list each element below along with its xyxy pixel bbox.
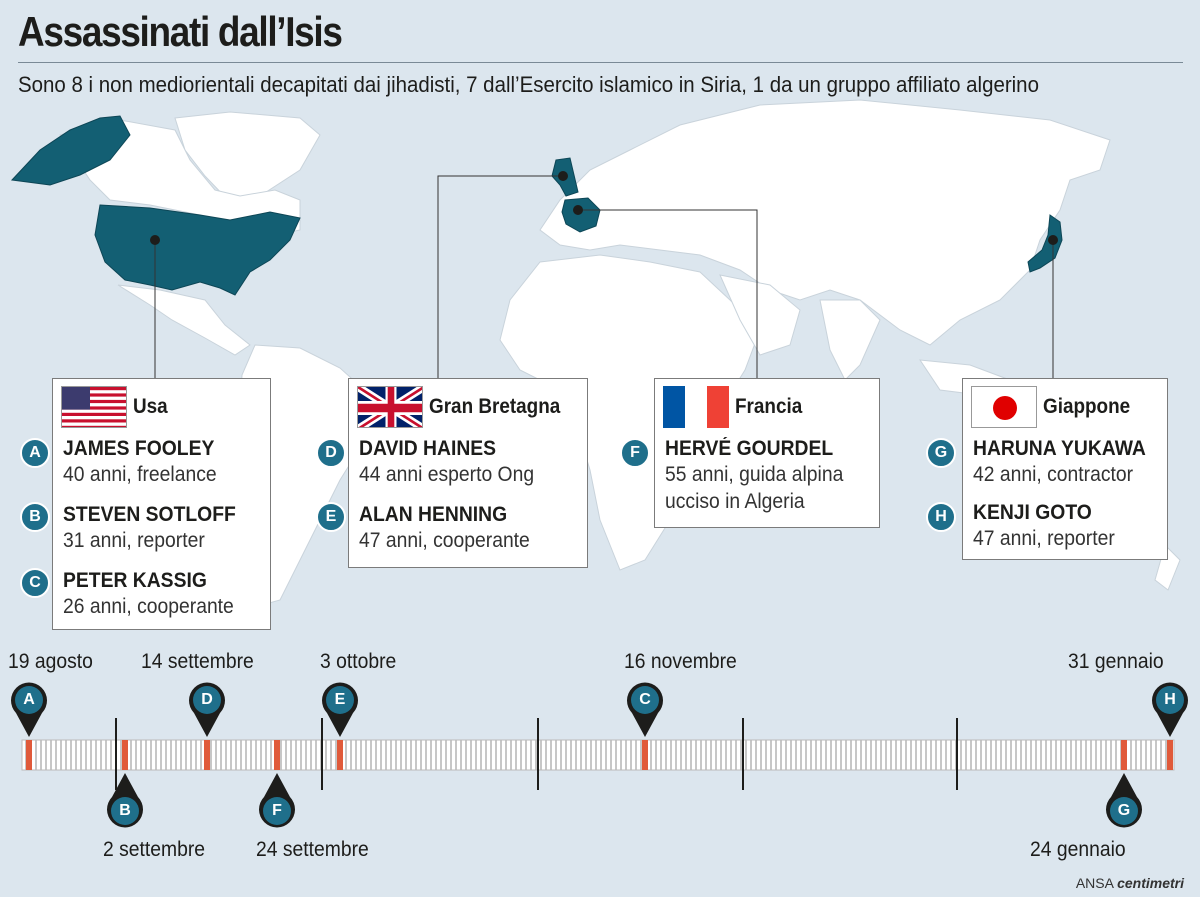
victim-desc: 31 anni, reporter [63, 529, 205, 552]
victim-desc: 55 anni, guida alpina [665, 463, 844, 486]
badge-g: G [926, 438, 956, 468]
pin-label-g: G [1117, 802, 1131, 819]
japan-dot [1048, 235, 1058, 245]
country-name: Francia [735, 395, 803, 418]
event-marker-a [26, 740, 32, 770]
badge-h: H [926, 502, 956, 532]
japan-flag-icon [971, 386, 1037, 428]
pin-label-c: C [639, 691, 651, 708]
uk-dot [558, 171, 568, 181]
pin-label-h: H [1164, 691, 1176, 708]
date-label-c: 16 novembre [624, 650, 737, 673]
alaska-shape [10, 115, 131, 186]
victim-desc: 40 anni, freelance [63, 463, 217, 486]
usa-card: Usa JAMES FOOLEY 40 anni, freelance STEVE… [52, 378, 271, 630]
france-dot [573, 205, 583, 215]
date-label-d: 14 settembre [141, 650, 254, 673]
country-name: Giappone [1043, 395, 1131, 418]
event-marker-f [274, 740, 280, 770]
victim-name: STEVEN SOTLOFF [63, 503, 236, 526]
victim-name: HARUNA YUKAWA [973, 437, 1146, 460]
country-name: Usa [133, 395, 168, 418]
event-marker-c [642, 740, 648, 770]
badge-d: D [316, 438, 346, 468]
event-marker-d [204, 740, 210, 770]
victim-desc: 42 anni, contractor [973, 463, 1134, 486]
badge-e: E [316, 502, 346, 532]
event-marker-b [122, 740, 128, 770]
pin-label-f: F [272, 802, 282, 819]
date-label-b: 2 settembre [103, 838, 206, 861]
pin-label-b: B [119, 802, 131, 819]
france-shape [561, 197, 601, 233]
badge-c: C [20, 568, 50, 598]
victim-desc: 26 anni, cooperante [63, 595, 234, 618]
credit-brand: centimetri [1117, 875, 1184, 891]
victim-name: JAMES FOOLEY [63, 437, 215, 460]
title-divider [18, 62, 1183, 63]
credit-source: ANSA [1075, 875, 1114, 891]
date-label-e: 3 ottobre [320, 650, 397, 673]
victim-desc: 47 anni, cooperante [359, 529, 530, 552]
usa-dot [150, 235, 160, 245]
date-label-g: 24 gennaio [1030, 838, 1126, 861]
japan-card: Giappone HARUNA YUKAWA 42 anni, contracto… [962, 378, 1168, 560]
timeline-bar [21, 739, 1175, 771]
date-label-a: 19 agosto [8, 650, 93, 673]
uk-card: Gran Bretagna DAVID HAINES 44 anni espert… [348, 378, 588, 568]
badge-f: F [620, 438, 650, 468]
event-marker-h [1167, 740, 1173, 770]
france-card: Francia HERVÉ GOURDEL 55 anni, guida alp… [654, 378, 880, 528]
page-title: Assassinati dall’Isis [18, 8, 343, 55]
badge-b: B [20, 502, 50, 532]
event-marker-e [337, 740, 343, 770]
subtitle: Sono 8 i non mediorientali decapitati da… [18, 72, 1039, 97]
pin-label-e: E [334, 691, 346, 708]
uk-flag-icon [357, 386, 423, 428]
victim-desc-2: ucciso in Algeria [665, 490, 805, 513]
country-name: Gran Bretagna [429, 395, 561, 418]
badge-a: A [20, 438, 50, 468]
victim-desc: 44 anni esperto Ong [359, 463, 535, 486]
pin-label-a: A [23, 691, 35, 708]
pin-label-d: D [201, 691, 213, 708]
victim-name: HERVÉ GOURDEL [665, 437, 834, 460]
credit: ANSA centimetri [1076, 875, 1184, 891]
france-flag-icon [663, 386, 729, 428]
usa-flag-icon [61, 386, 127, 428]
date-label-h: 31 gennaio [1068, 650, 1164, 673]
date-label-f: 24 settembre [256, 838, 369, 861]
victim-name: PETER KASSIG [63, 569, 207, 592]
victim-name: DAVID HAINES [359, 437, 497, 460]
usa-shape [94, 204, 301, 296]
event-marker-g [1121, 740, 1127, 770]
victim-name: KENJI GOTO [973, 501, 1092, 524]
victim-name: ALAN HENNING [359, 503, 508, 526]
victim-desc: 47 anni, reporter [973, 527, 1115, 550]
